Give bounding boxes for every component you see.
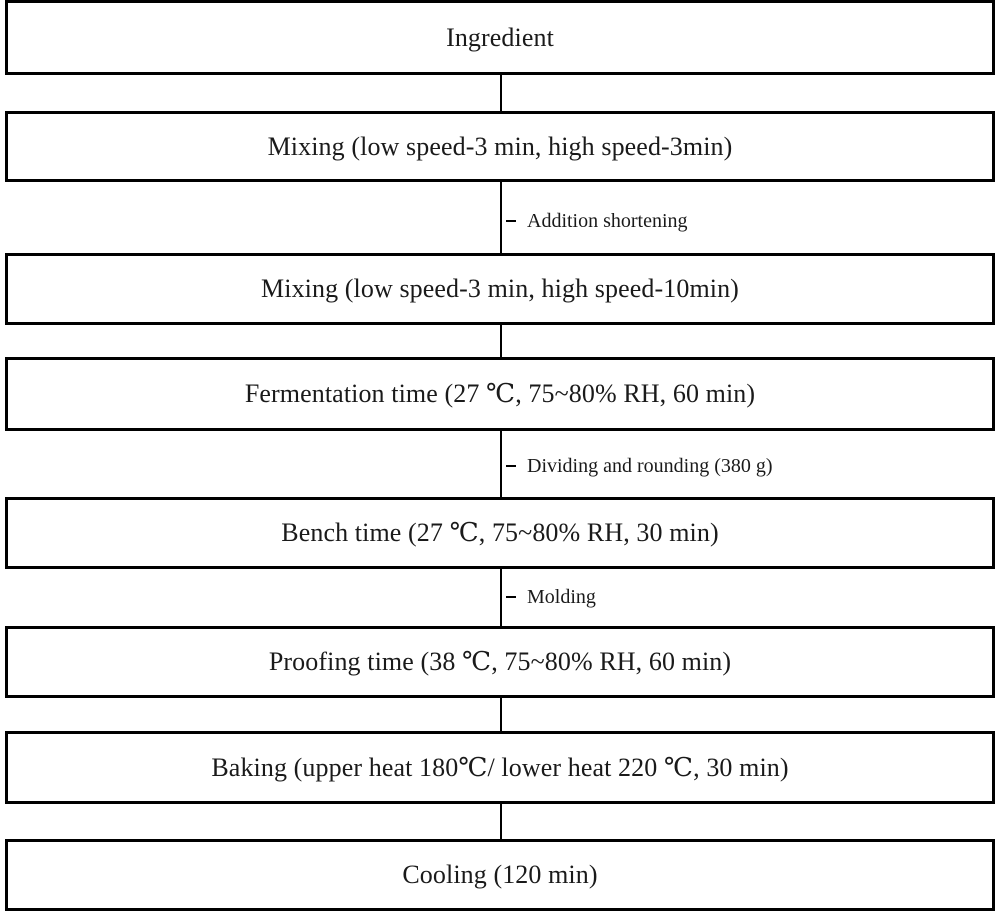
annotation-addition-shortening: Addition shortening (527, 210, 688, 232)
step-proofing: Proofing time (38 ℃, 75~80% RH, 60 min) (5, 626, 995, 698)
annotation-tick (506, 465, 516, 467)
connector-line (500, 430, 502, 498)
connector-line (500, 568, 502, 627)
step-mixing-2: Mixing (low speed-3 min, high speed-10mi… (5, 253, 995, 325)
connector-line (500, 324, 502, 358)
step-baking: Baking (upper heat 180℃/ lower heat 220 … (5, 731, 995, 804)
annotation-dividing-rounding: Dividing and rounding (380 g) (527, 455, 773, 477)
step-cooling: Cooling (120 min) (5, 839, 995, 911)
connector-line (500, 181, 502, 254)
step-bench-time: Bench time (27 ℃, 75~80% RH, 30 min) (5, 497, 995, 569)
connector-line (500, 74, 502, 112)
annotation-tick (506, 220, 516, 222)
step-ingredient: Ingredient (5, 0, 995, 75)
step-mixing-1: Mixing (low speed-3 min, high speed-3min… (5, 111, 995, 182)
connector-line (500, 697, 502, 732)
connector-line (500, 803, 502, 840)
annotation-molding: Molding (527, 586, 596, 608)
annotation-tick (506, 596, 516, 598)
step-fermentation: Fermentation time (27 ℃, 75~80% RH, 60 m… (5, 357, 995, 431)
